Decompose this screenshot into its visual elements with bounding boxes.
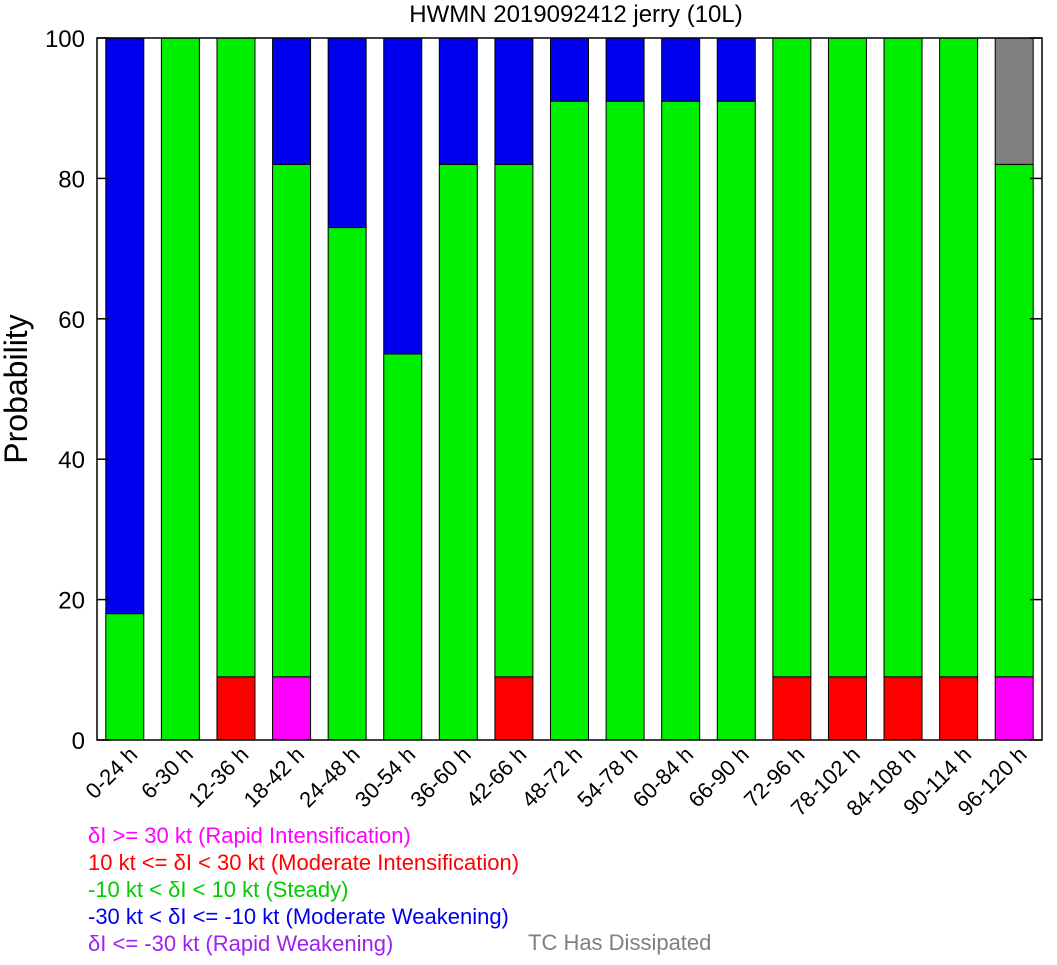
bar-segment-st-16 (994, 163, 1034, 678)
bar-segment-mw-7 (494, 37, 534, 165)
y-tick-label-40: 40 (58, 447, 85, 474)
legend-entry-dissipated: TC Has Dissipated (528, 930, 712, 955)
x-tick-label-5: 30-54 h (350, 742, 420, 812)
bar-segment-mi-14 (883, 676, 923, 741)
y-tick-label-60: 60 (58, 307, 85, 334)
bar-segment-st-6 (438, 163, 478, 741)
bar-segment-st-4 (327, 227, 367, 741)
legend-entry-moderate-weakening: -30 kt < δI <= -10 kt (Moderate Weakenin… (88, 904, 509, 929)
x-tick-label-10: 60-84 h (628, 742, 698, 812)
legend-entry-rapid-intensification: δI >= 30 kt (Rapid Intensification) (88, 823, 411, 848)
bar-segment-mi-12 (772, 676, 812, 741)
legend-entry-rapid-weakening: δI <= -30 kt (Rapid Weakening) (88, 931, 394, 956)
chart-title: HWMN 2019092412 jerry (10L) (409, 1, 742, 28)
bar-segment-mi-7 (494, 676, 534, 741)
bar-segment-mi-2 (216, 676, 256, 741)
bar-segment-st-2 (216, 37, 256, 678)
legend-entry-moderate-intensification: 10 kt <= δI < 30 kt (Moderate Intensific… (88, 850, 520, 875)
bar-segment-mw-11 (716, 37, 756, 102)
bar-segment-st-15 (939, 37, 979, 678)
x-tick-label-3: 18-42 h (239, 742, 309, 812)
x-tick-label-6: 36-60 h (405, 742, 475, 812)
y-ticks-group: 0 20 40 60 80 100 (45, 26, 1042, 755)
plot-frame (96, 37, 1043, 741)
bar-segment-st-9 (605, 100, 645, 741)
bar-segment-st-8 (550, 100, 589, 741)
bar-segment-st-0 (105, 613, 145, 741)
y-tick-label-80: 80 (58, 166, 85, 193)
bar-segment-mi-15 (939, 676, 979, 741)
y-tick-label-20: 20 (58, 588, 85, 615)
x-tick-label-9: 54-78 h (572, 742, 642, 812)
bar-segment-st-3 (272, 163, 312, 678)
bar-segment-st-13 (827, 37, 867, 678)
y-tick-label-100: 100 (45, 26, 85, 53)
bar-segment-mi-13 (827, 676, 867, 741)
y-tick-label-0: 0 (72, 728, 85, 755)
bar-segment-st-10 (661, 100, 701, 741)
x-tick-label-2: 12-36 h (183, 742, 253, 812)
y-axis-label: Probability (0, 314, 34, 463)
bar-segment-mw-9 (605, 37, 645, 102)
legend-entry-steady: -10 kt < δI < 10 kt (Steady) (88, 877, 349, 902)
bar-segment-mw-8 (550, 37, 589, 102)
x-tick-label-7: 42-66 h (461, 742, 531, 812)
bar-segment-mw-6 (438, 37, 478, 165)
x-tick-label-11: 66-90 h (683, 742, 753, 812)
x-tick-label-0: 0-24 h (81, 742, 143, 804)
bar-segment-st-5 (383, 353, 423, 741)
bar-segment-st-14 (883, 37, 923, 678)
bar-segment-mw-5 (383, 37, 423, 355)
legend: δI >= 30 kt (Rapid Intensification) 10 k… (88, 822, 519, 957)
bar-segment-mw-10 (661, 37, 701, 102)
bar-segment-td-16 (994, 37, 1034, 165)
bar-segment-mw-4 (327, 37, 367, 229)
bars-group (105, 37, 1034, 741)
bar-segment-st-1 (160, 37, 200, 741)
x-tick-label-4: 24-48 h (294, 742, 364, 812)
x-ticks-group: 0-24 h6-30 h12-36 h18-42 h24-48 h30-54 h… (81, 742, 1032, 821)
x-tick-label-8: 48-72 h (517, 742, 587, 812)
bar-segment-st-11 (716, 100, 756, 741)
bar-segment-ri-16 (994, 676, 1034, 741)
bar-segment-st-7 (494, 163, 534, 678)
bar-segment-mw-3 (272, 37, 312, 165)
bar-segment-ri-3 (272, 676, 312, 741)
bar-segment-mw-0 (105, 37, 145, 615)
bar-segment-st-12 (772, 37, 812, 678)
